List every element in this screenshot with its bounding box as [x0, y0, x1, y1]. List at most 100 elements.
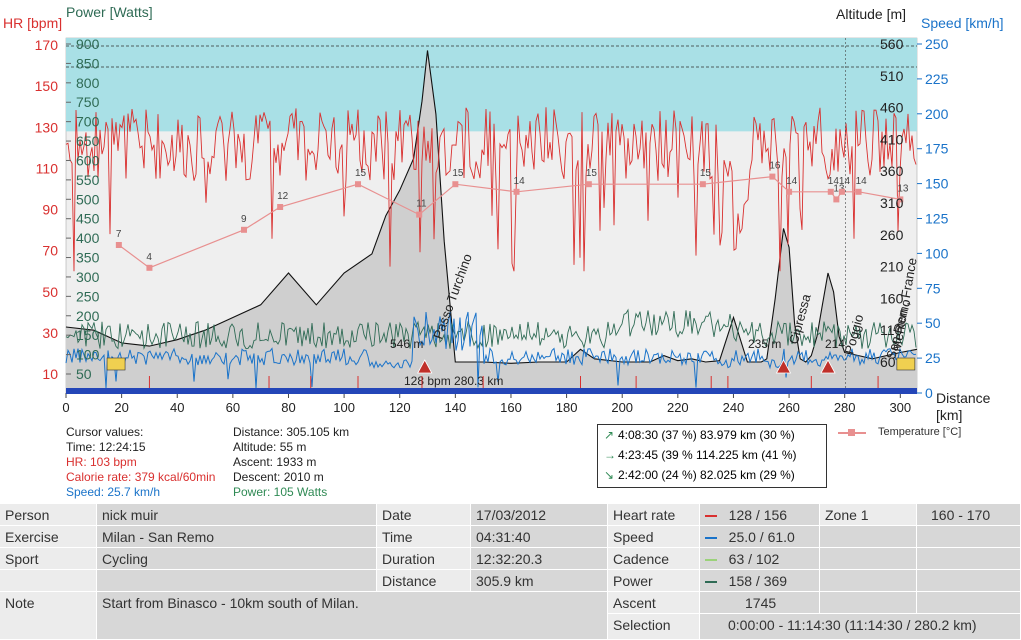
- hr-tick-label: 150: [35, 78, 59, 94]
- x-tick-label: 220: [667, 400, 689, 415]
- speed-series-line: [65, 311, 917, 389]
- temperature-label: 9: [241, 214, 247, 225]
- cursor-values-heading: Cursor values:: [66, 425, 144, 439]
- power-tick-label: 850: [76, 55, 100, 71]
- power-axis-title: Power [Watts]: [66, 4, 153, 20]
- speed-color-icon: [705, 537, 717, 540]
- cursor-label: 235 m: [748, 337, 781, 351]
- power-tick-label: 50: [76, 366, 92, 382]
- power-tick-label: 300: [76, 269, 100, 285]
- distance-axis-title: Distance: [936, 390, 991, 406]
- selection-label: Selection: [608, 614, 700, 640]
- heart-rate-text: 128 / 156: [728, 507, 788, 523]
- speed-tick-label: 50: [925, 315, 941, 331]
- temperature-label: 16: [769, 161, 781, 172]
- summit-marker-icon: [775, 359, 792, 374]
- track-bar: [66, 388, 917, 394]
- arrow-up-right-icon: ↗: [604, 428, 615, 442]
- duration-label: Duration: [377, 548, 471, 570]
- temperature-point: [699, 181, 706, 188]
- temperature-label: 15: [355, 168, 367, 179]
- x-tick-label: 280: [834, 400, 856, 415]
- altitude-tick-label: 160: [880, 290, 904, 306]
- power-tick-label: 150: [76, 327, 100, 343]
- note-label: Note: [0, 592, 97, 640]
- altitude-axis-title: Altitude [m]: [836, 6, 906, 22]
- speed-label: Speed: [608, 526, 700, 548]
- zone-summary-box: ↗ 4:08:30 (37 %) 83.979 km (30 %) → 4:23:4…: [597, 424, 827, 488]
- note-value[interactable]: Start from Binasco - 10km south of Milan…: [97, 592, 608, 640]
- exercise-value[interactable]: Milan - San Remo: [97, 526, 377, 548]
- temperature-point: [897, 196, 904, 203]
- power-tick-label: 450: [76, 211, 100, 227]
- power-tick-label: 550: [76, 172, 100, 188]
- distance-axis-unit: [km]: [936, 407, 962, 423]
- exercise-summary-table: Person nick muir Date 17/03/2012 Heart r…: [0, 504, 1021, 640]
- temperature-label: 14: [786, 176, 798, 187]
- hr-axis-title: HR [bpm]: [3, 15, 62, 31]
- selection-value[interactable]: 0:00:00 - 11:14:30 (11:14:30 / 280.2 km): [700, 614, 1021, 640]
- altitude-tick-label: 560: [880, 36, 904, 52]
- cadence-label: Cadence: [608, 548, 700, 570]
- altitude-area: [66, 50, 917, 394]
- empty-cell: [820, 592, 917, 614]
- power-tick-label: 600: [76, 152, 100, 168]
- hr-tick-label: 90: [42, 202, 58, 218]
- zone-range: 160 - 170: [917, 504, 1021, 526]
- person-value[interactable]: nick muir: [97, 504, 377, 526]
- temperature-point: [585, 181, 592, 188]
- speed-tick-label: 250: [925, 36, 949, 52]
- altitude-tick-label: 310: [880, 195, 904, 211]
- sport-value[interactable]: Cycling: [97, 548, 377, 570]
- speed-tick-label: 0: [925, 385, 933, 401]
- altitude-tick-label: 510: [880, 68, 904, 84]
- hr-tick-label: 170: [35, 37, 59, 53]
- x-tick-label: 100: [333, 400, 355, 415]
- temperature-label: 15: [586, 168, 598, 179]
- altitude-tick-label: 410: [880, 131, 904, 147]
- cadence-color-icon: [705, 559, 717, 562]
- exercise-label: Exercise: [0, 526, 97, 548]
- altitude-tick-label: 110: [880, 322, 903, 338]
- empty-label: [0, 570, 97, 592]
- temperature-point: [513, 188, 520, 195]
- temperature-label: 11: [416, 199, 427, 210]
- speed-text: 25.0 / 61.0: [728, 529, 795, 545]
- x-tick-label: 140: [444, 400, 466, 415]
- hr-tick-label: 130: [35, 119, 59, 135]
- temperature-label: 4: [146, 252, 152, 263]
- power-label: Power: [608, 570, 700, 592]
- speed-tick-label: 200: [925, 106, 949, 122]
- x-tick-label: 40: [170, 400, 184, 415]
- heart-rate-value: 128 / 156: [700, 504, 820, 526]
- zone-row-up: ↗ 4:08:30 (37 %) 83.979 km (30 %): [598, 425, 826, 445]
- power-tick-label: 900: [76, 36, 100, 52]
- cursor-time: Time: 12:24:15: [66, 440, 146, 454]
- cursor-ascent: Ascent: 1933 m: [233, 455, 317, 469]
- speed-tick-label: 125: [925, 211, 949, 227]
- arrow-right-icon: →: [604, 448, 616, 462]
- x-tick-label: 0: [62, 400, 69, 415]
- hr-series-line: [65, 107, 917, 272]
- date-label: Date: [377, 504, 471, 526]
- altitude-tick-label: 60: [880, 354, 896, 370]
- empty-cell: [917, 526, 1021, 548]
- power-tick-label: 800: [76, 75, 100, 91]
- speed-tick-label: 25: [925, 350, 941, 366]
- power-tick-label: 200: [76, 308, 100, 324]
- hr-color-icon: [705, 515, 717, 518]
- power-tick-label: 100: [76, 347, 100, 363]
- x-tick-label: 300: [889, 400, 911, 415]
- temperature-point: [452, 181, 459, 188]
- speed-tick-label: 175: [925, 141, 949, 157]
- x-tick-label: 240: [723, 400, 745, 415]
- x-tick-label: 260: [778, 400, 800, 415]
- temperature-legend-label: Temperature [°C]: [878, 426, 962, 438]
- time-label: Time: [377, 526, 471, 548]
- temperature-point: [786, 188, 793, 195]
- x-tick-label: 80: [281, 400, 295, 415]
- distance-value: 305.9 km: [471, 570, 608, 592]
- exercise-chart[interactable]: 7491215111514151516141413141413 02040608…: [0, 0, 1021, 430]
- hr-zone-band: [66, 38, 917, 132]
- x-tick-label: 20: [114, 400, 128, 415]
